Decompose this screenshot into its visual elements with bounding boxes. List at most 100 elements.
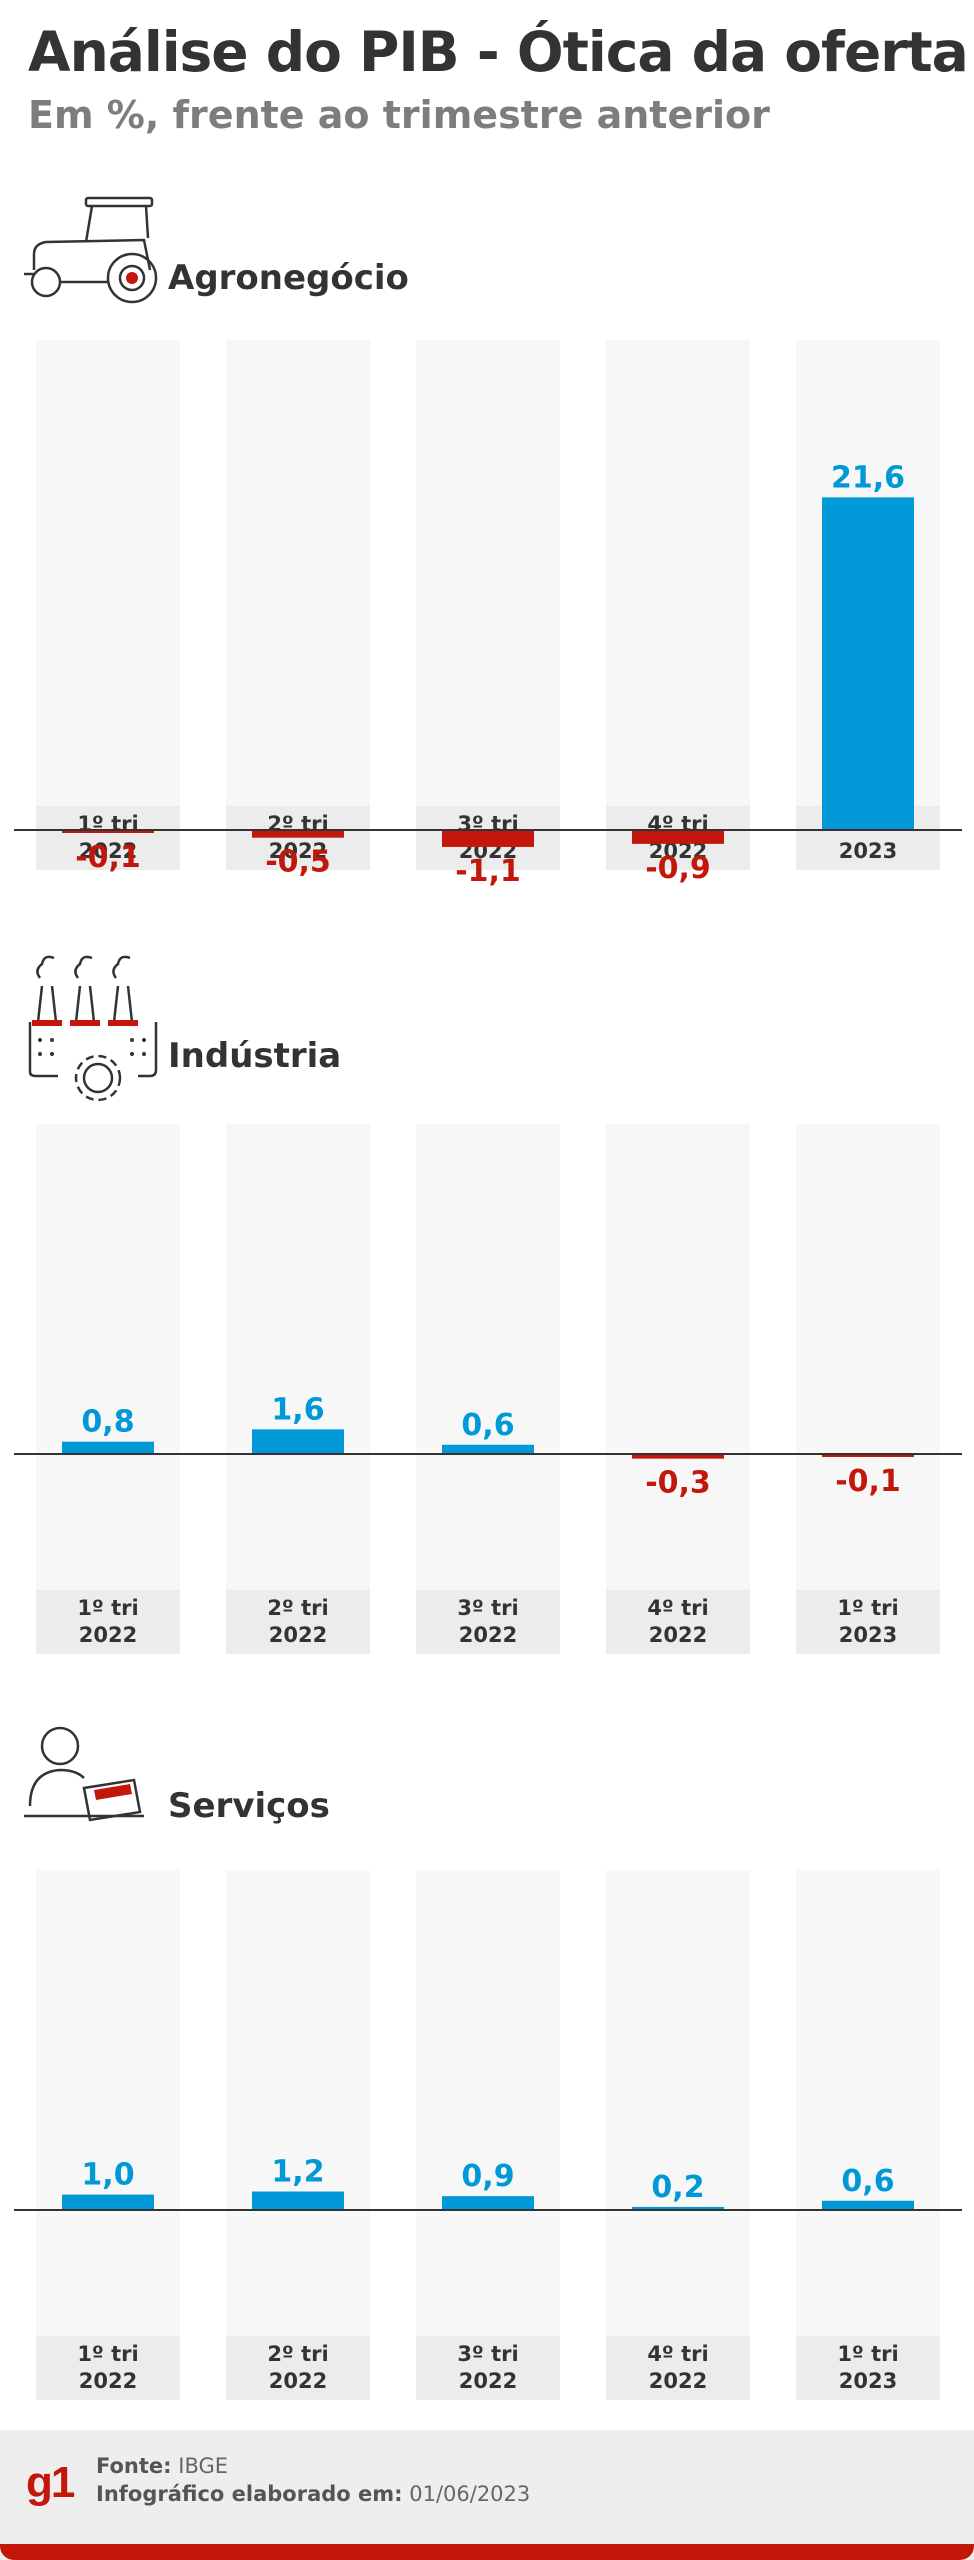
bar: [632, 1454, 724, 1459]
page-subtitle: Em %, frente ao trimestre anterior: [28, 93, 770, 137]
column-background: [36, 340, 180, 870]
date-value: 01/06/2023: [409, 2482, 531, 2506]
data-label: 0,2: [651, 2170, 704, 2205]
category-label-background: [36, 1590, 180, 1654]
column-background: [606, 340, 750, 870]
tractor-icon: [24, 196, 158, 304]
column-background: [36, 1870, 180, 2400]
column-background: [606, 1124, 750, 1654]
column-background: [796, 1870, 940, 2400]
data-label: 0,6: [841, 2164, 894, 2199]
section-servicos: Serviços 1º tri 2022 1,0 2º tri 2022 1,2 3º tr…: [0, 1700, 974, 2400]
data-label: -0,3: [645, 1466, 711, 1501]
category-label-background: [36, 2336, 180, 2400]
column-background: [796, 1124, 940, 1654]
section-agronegocio: Agronegócio 1º tri 2022 -0,1 2º tri 2022 -0,5…: [0, 180, 974, 889]
x-tick-label-year: 2022: [79, 2369, 137, 2393]
footer: g1 Fonte: IBGE Infográfico elaborado em:…: [0, 2430, 974, 2560]
data-label: -0,1: [75, 840, 141, 875]
bar: [62, 2194, 154, 2210]
x-tick-label-quarter: 4º tri: [647, 1596, 708, 1620]
section-title: Agronegócio: [168, 258, 409, 298]
x-tick-label-year: 2022: [269, 1623, 327, 1647]
data-label: -1,1: [455, 854, 521, 889]
bar: [632, 830, 724, 844]
bar: [62, 830, 154, 833]
x-tick-label-quarter: 3º tri: [457, 2342, 518, 2366]
category-label-background: [416, 2336, 560, 2400]
person-laptop-icon: [24, 1726, 144, 1822]
x-tick-label-quarter: 1º tri: [77, 2342, 138, 2366]
source-line: Fonte: IBGE: [96, 2454, 228, 2478]
data-label: 0,8: [81, 1405, 134, 1440]
bar: [62, 1441, 154, 1454]
date-line: Infográfico elaborado em: 01/06/2023: [96, 2482, 530, 2506]
x-tick-label-quarter: 2º tri: [267, 1596, 328, 1620]
x-tick-label-quarter: 1º tri: [837, 2342, 898, 2366]
category-label-background: [226, 806, 370, 870]
chart-industria: 1º tri 2022 0,8 2º tri 2022 1,6 3º tri 2022 0,6 4…: [14, 1124, 962, 1654]
category-label-background: [796, 1590, 940, 1654]
category-label-background: [606, 1590, 750, 1654]
data-label: 1,6: [271, 1392, 324, 1427]
x-tick-label-year: 2022: [269, 839, 327, 863]
chart-servicos: 1º tri 2022 1,0 2º tri 2022 1,2 3º tri 2022 0,9 4…: [14, 1870, 962, 2400]
x-tick-label-year: 2023: [839, 839, 897, 863]
bar: [442, 830, 534, 847]
bar: [822, 497, 914, 830]
x-tick-label-year: 2023: [839, 2369, 897, 2393]
x-tick-label-quarter: 4º tri: [647, 2342, 708, 2366]
bar: [252, 2191, 344, 2210]
data-label: -0,9: [645, 851, 711, 886]
x-tick-label-year: 2022: [269, 2369, 327, 2393]
section-title: Indústria: [168, 1036, 342, 1076]
data-label: -0,1: [835, 1464, 901, 1499]
x-tick-label-year: 2022: [79, 839, 137, 863]
x-tick-label-year: 2023: [839, 1623, 897, 1647]
x-tick-label-year: 2022: [649, 2369, 707, 2393]
column-background: [606, 1870, 750, 2400]
bar: [822, 2200, 914, 2210]
column-background: [416, 1124, 560, 1654]
category-label-background: [36, 806, 180, 870]
footer-accent-bar: [0, 2544, 974, 2560]
column-background: [36, 1124, 180, 1654]
x-tick-label-quarter: 2º tri: [267, 2342, 328, 2366]
bar: [252, 830, 344, 838]
date-label: Infográfico elaborado em:: [96, 2482, 403, 2506]
data-label: 0,9: [461, 2159, 514, 2194]
data-label: 1,2: [271, 2155, 324, 2190]
column-background: [226, 340, 370, 870]
category-label-background: [796, 2336, 940, 2400]
category-label-background: [226, 2336, 370, 2400]
factory-gear-icon: [28, 955, 158, 1102]
data-label: 0,6: [461, 1408, 514, 1443]
column-background: [226, 1870, 370, 2400]
x-tick-label-quarter: 1º tri: [837, 1596, 898, 1620]
section-industria: Indústria 1º tri 2022 0,8 2º tri 2022 1,6 3º t…: [0, 950, 974, 1654]
g1-logo: g1: [26, 2458, 75, 2507]
x-tick-label-year: 2022: [459, 2369, 517, 2393]
source-value: IBGE: [178, 2454, 229, 2478]
x-tick-label-quarter: 1º tri: [77, 1596, 138, 1620]
data-label: -0,5: [265, 845, 331, 880]
source-label: Fonte:: [96, 2454, 172, 2478]
page-title: Análise do PIB - Ótica da oferta: [28, 20, 969, 84]
column-background: [416, 340, 560, 870]
bar: [252, 1429, 344, 1454]
bar: [442, 1444, 534, 1454]
x-tick-label-year: 2022: [459, 1623, 517, 1647]
x-tick-label-year: 2022: [649, 1623, 707, 1647]
category-label-background: [226, 1590, 370, 1654]
data-label: 1,0: [81, 2158, 134, 2193]
category-label-background: [606, 2336, 750, 2400]
bar: [442, 2196, 534, 2210]
section-title: Serviços: [168, 1786, 330, 1826]
column-background: [226, 1124, 370, 1654]
x-tick-label-year: 2022: [79, 1623, 137, 1647]
bar: [822, 1454, 914, 1457]
x-tick-label-quarter: 3º tri: [457, 1596, 518, 1620]
data-label: 21,6: [831, 460, 905, 495]
category-label-background: [416, 1590, 560, 1654]
